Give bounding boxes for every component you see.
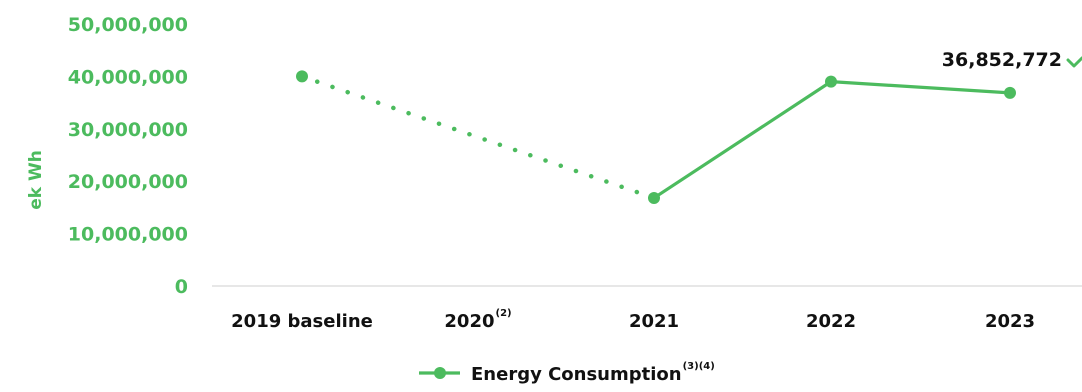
y-tick-label: 10,000,000 <box>68 224 188 246</box>
legend-marker <box>434 367 446 379</box>
x-tick-label: 2021 <box>629 311 679 332</box>
line-segment <box>829 80 1012 95</box>
data-point <box>1004 86 1016 99</box>
y-tick-label: 0 <box>175 276 188 298</box>
y-axis-ticks: 0 10,000,000 20,000,000 30,000,000 40,000,00… <box>68 14 188 298</box>
data-point <box>296 70 308 83</box>
x-tick-label: 2020(2) <box>444 308 511 332</box>
legend: Energy Consumption(3)(4) <box>419 361 715 385</box>
y-tick-label: 20,000,000 <box>68 171 188 193</box>
data-point <box>648 191 660 204</box>
x-axis-ticks: 2019 baseline 2020(2) 2021 2022 2023 <box>231 308 1035 332</box>
line-segment <box>652 80 833 200</box>
check-icon <box>1066 56 1082 68</box>
y-tick-label: 50,000,000 <box>68 14 188 36</box>
series-energy-consumption <box>296 70 1016 204</box>
data-label: 36,852,772 <box>942 49 1062 71</box>
data-point <box>825 75 837 88</box>
data-labels: 36,852,772 <box>942 49 1082 71</box>
x-tick-label: 2022 <box>806 311 856 332</box>
y-axis-label: ek Wh <box>26 150 46 210</box>
y-tick-label: 30,000,000 <box>68 119 188 141</box>
x-tick-label: 2023 <box>985 311 1035 332</box>
legend-label: Energy Consumption(3)(4) <box>471 361 715 385</box>
x-tick-label: 2019 baseline <box>231 311 373 332</box>
line-segment-dotted <box>299 74 657 201</box>
y-tick-label: 40,000,000 <box>68 66 188 88</box>
